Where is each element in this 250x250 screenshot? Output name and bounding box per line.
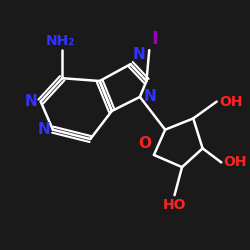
Text: NH₂: NH₂ xyxy=(45,34,74,48)
Text: N: N xyxy=(133,47,146,62)
Text: I: I xyxy=(152,30,158,48)
Text: O: O xyxy=(138,136,151,152)
Text: N: N xyxy=(38,122,50,137)
Text: OH: OH xyxy=(219,94,242,108)
Text: N: N xyxy=(24,94,37,109)
Text: HO: HO xyxy=(163,198,186,211)
Text: OH: OH xyxy=(224,156,247,170)
Text: N: N xyxy=(144,90,156,104)
